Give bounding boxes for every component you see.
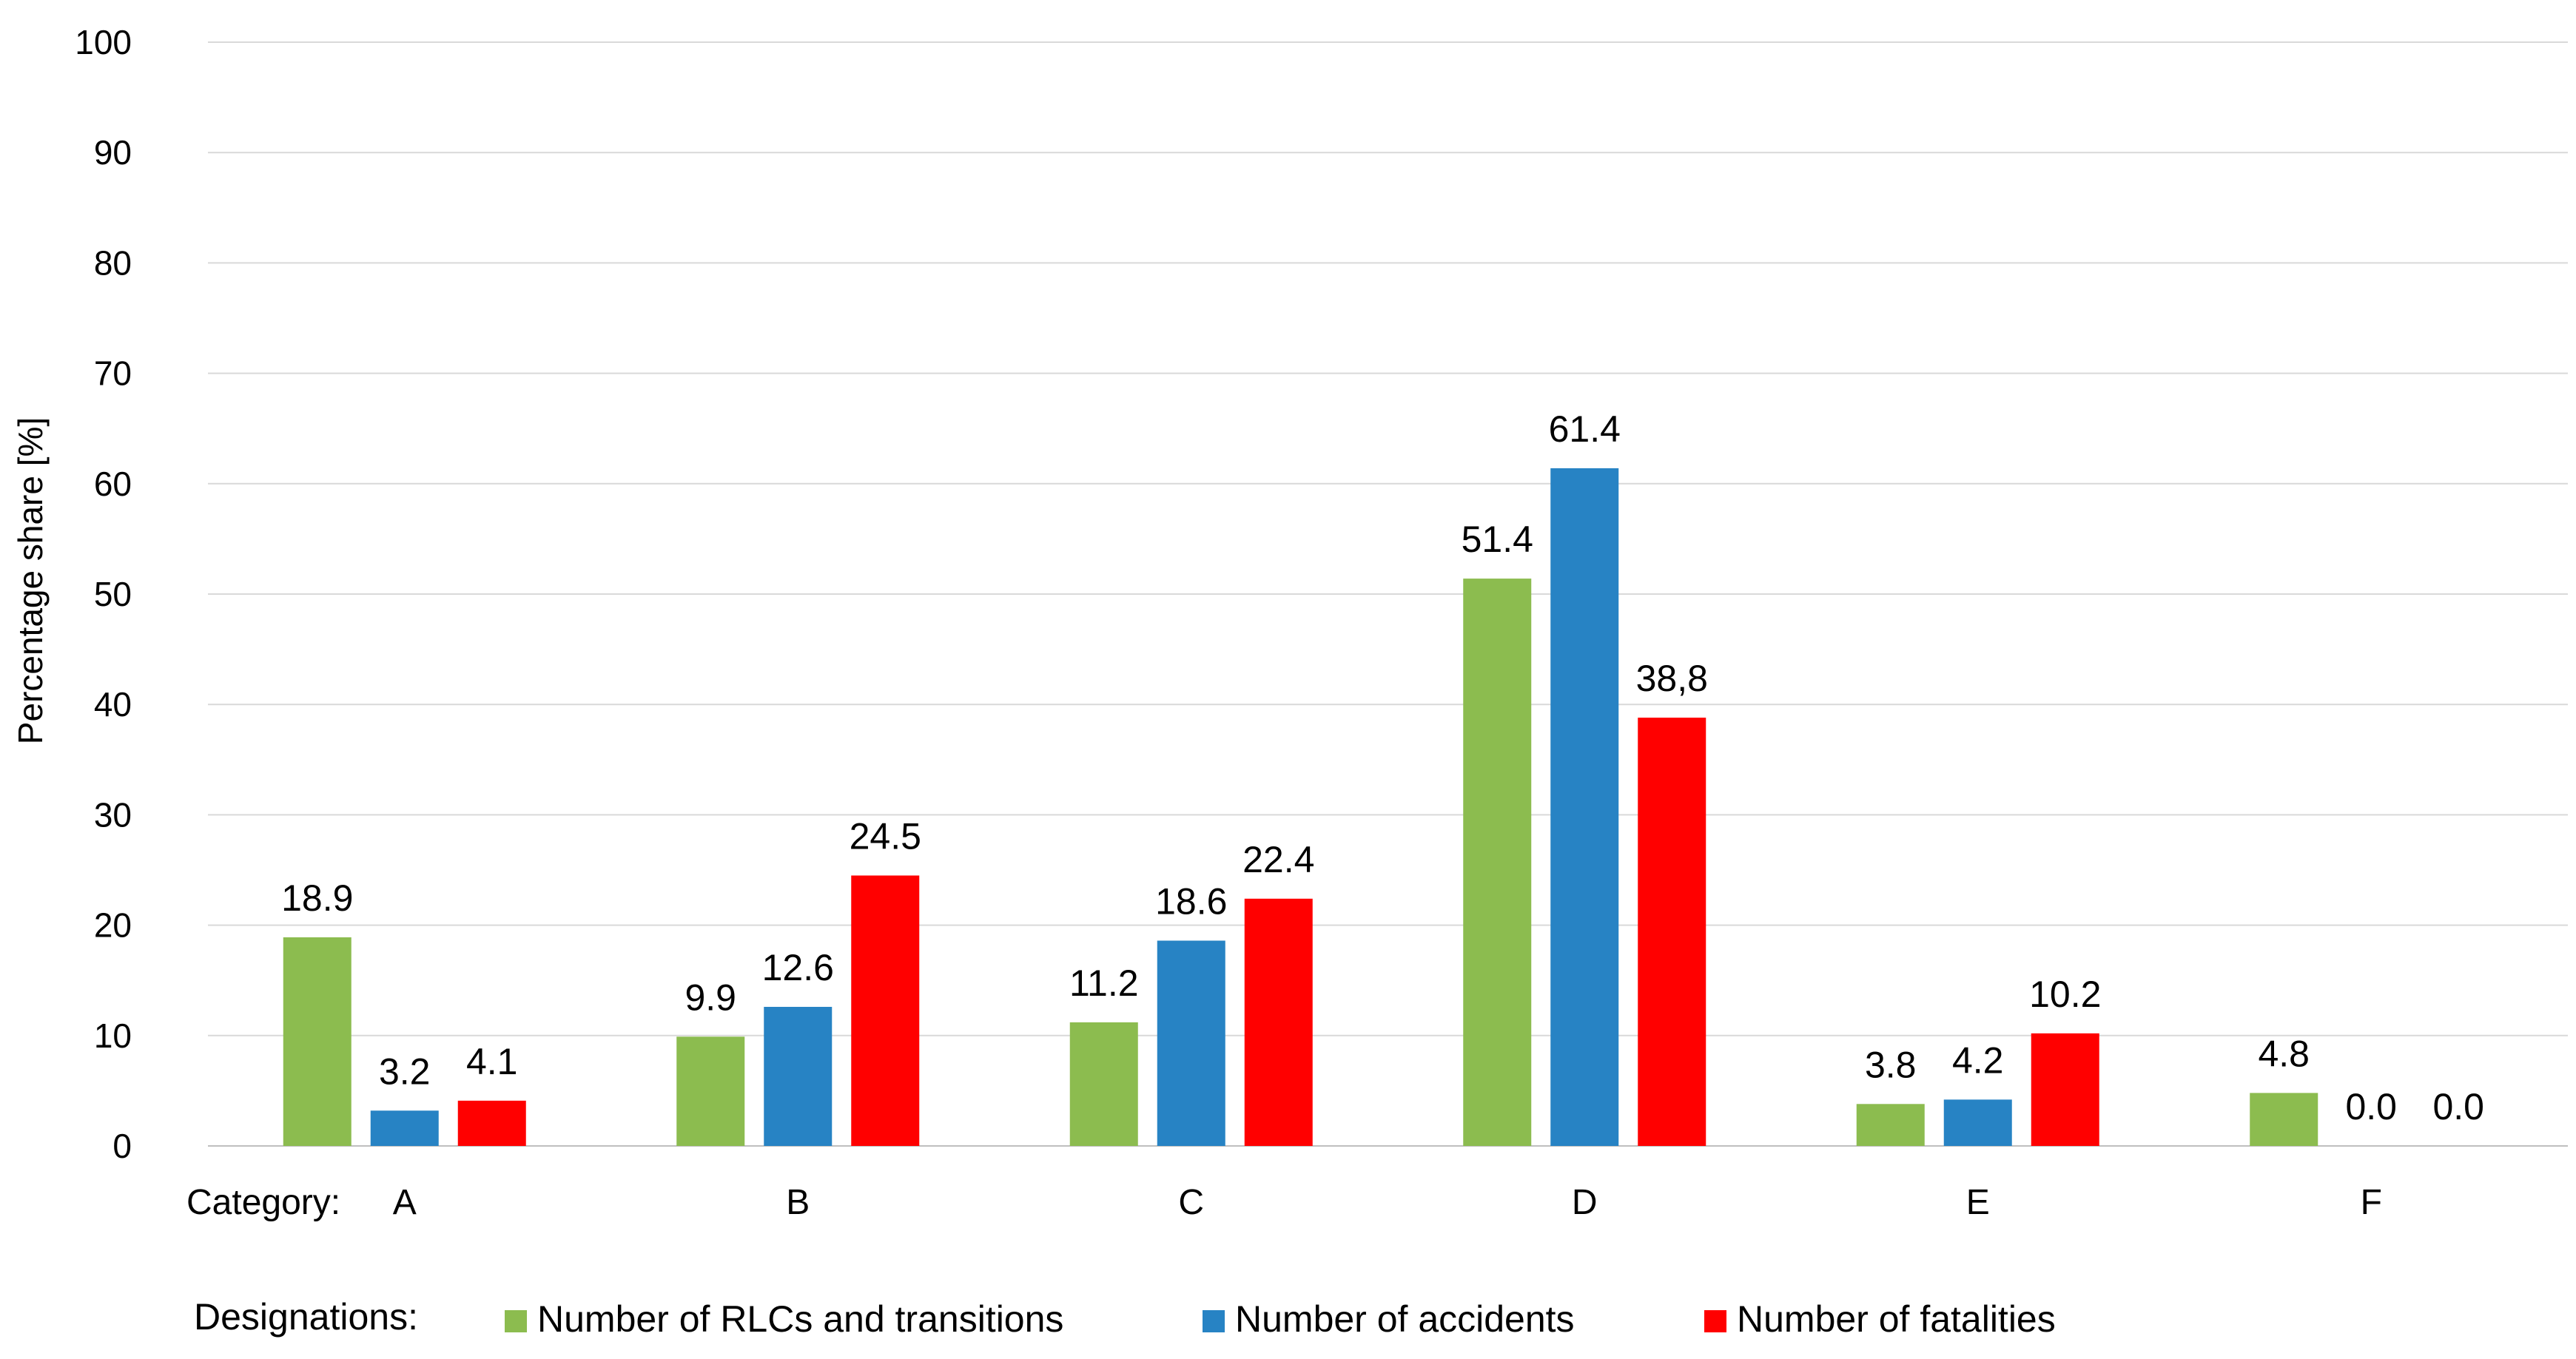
bars (283, 468, 2318, 1146)
legend-label: Number of accidents (1235, 1298, 1575, 1340)
data-label: 4.1 (466, 1041, 518, 1082)
bar (1638, 718, 1706, 1146)
bar (851, 875, 920, 1146)
data-label: 9.9 (685, 977, 736, 1018)
y-tick-label: 0 (112, 1127, 132, 1165)
data-label: 24.5 (850, 815, 921, 857)
data-label: 61.4 (1549, 408, 1621, 450)
category-label: B (786, 1183, 810, 1222)
bar (370, 1110, 439, 1146)
bar (283, 937, 352, 1146)
y-tick-label: 90 (94, 133, 132, 172)
data-label: 38,8 (1636, 658, 1708, 699)
bar (1244, 898, 1313, 1146)
y-tick-label: 50 (94, 575, 132, 613)
legend-swatch (1704, 1310, 1726, 1332)
bar (764, 1007, 833, 1146)
category-label: F (2361, 1183, 2382, 1222)
category-label: D (1572, 1183, 1598, 1222)
data-label: 3.8 (1865, 1044, 1917, 1085)
data-label: 0.0 (2345, 1086, 2397, 1127)
legend-swatch (505, 1310, 527, 1332)
bar (2031, 1033, 2099, 1146)
y-tick-label: 40 (94, 685, 132, 724)
data-label: 3.2 (379, 1051, 431, 1092)
data-labels: 18.9 3.2 4.1 9.9 12.6 24.5 11.2 18.6 22.4 51.4 61.… (281, 408, 2484, 1127)
data-label: 10.2 (2029, 974, 2101, 1015)
legend-title: Designations: (194, 1296, 418, 1338)
y-tick-label: 80 (94, 243, 132, 282)
legend-label: Number of fatalities (1737, 1298, 2056, 1340)
category-label: C (1178, 1183, 1204, 1222)
x-axis-title: Category: (186, 1183, 340, 1222)
y-tick-label: 10 (94, 1016, 132, 1055)
bar (1463, 579, 1532, 1146)
y-axis-title: Percentage share [%] (11, 417, 50, 744)
data-label: 51.4 (1462, 519, 1533, 560)
legend-items: Number of RLCs and transitions Number of … (505, 1298, 2056, 1340)
y-tick-label: 100 (75, 23, 132, 61)
bar (1943, 1099, 2012, 1146)
data-label: 11.2 (1069, 962, 1139, 1004)
legend-swatch (1203, 1310, 1225, 1332)
data-label: 4.2 (1952, 1039, 2004, 1081)
bar (2250, 1093, 2318, 1146)
bar (457, 1100, 526, 1146)
y-tick-label: 60 (94, 465, 132, 503)
data-label: 18.9 (281, 877, 353, 919)
category-label: E (1966, 1183, 1990, 1222)
y-tick-label: 30 (94, 795, 132, 834)
legend-label: Number of RLCs and transitions (537, 1298, 1063, 1340)
data-label: 0.0 (2432, 1086, 2484, 1127)
bar (1856, 1104, 1925, 1146)
data-label: 22.4 (1242, 839, 1314, 880)
bar (1550, 468, 1619, 1146)
gridlines (208, 41, 2568, 1147)
bar (1069, 1022, 1138, 1146)
y-axis-ticks: 0 10 20 30 40 50 60 70 80 90 100 (75, 23, 132, 1165)
legend: Designations: Number of RLCs and transit… (194, 1296, 2056, 1340)
bar (1157, 940, 1225, 1146)
category-label: A (393, 1183, 417, 1222)
x-axis-categories: A B C D E F (393, 1183, 2382, 1222)
y-tick-label: 70 (94, 354, 132, 393)
y-tick-label: 20 (94, 906, 132, 945)
data-label: 4.8 (2258, 1033, 2310, 1074)
data-label: 18.6 (1155, 880, 1227, 922)
data-label: 12.6 (762, 947, 834, 988)
bar (676, 1036, 745, 1146)
